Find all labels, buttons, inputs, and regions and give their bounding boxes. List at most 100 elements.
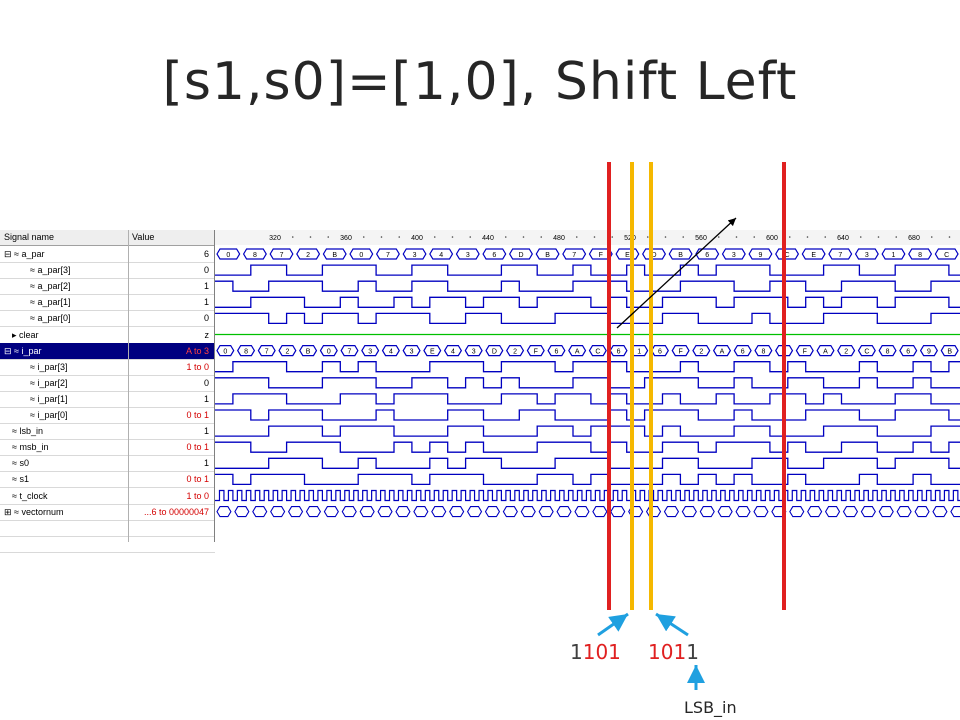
tick-dot bbox=[735, 236, 738, 238]
bus-segment bbox=[712, 345, 732, 357]
bus-value-label: 7 bbox=[280, 252, 284, 259]
signal-row-a_par3[interactable]: ≈ a_par[3] 0 bbox=[0, 262, 215, 280]
bit-waveform bbox=[215, 361, 960, 373]
time-tick-label: 440 bbox=[482, 235, 494, 242]
bus-segment bbox=[278, 345, 297, 357]
signal-row-msb_in[interactable]: ≈ msb_in 0 to 1 bbox=[0, 439, 215, 457]
bus-segment bbox=[899, 345, 918, 357]
waveform-area[interactable]: 3203604004404805205606006406800872B07343… bbox=[215, 230, 960, 542]
bus-value-label: 6 bbox=[555, 349, 559, 356]
bus-value-label: D bbox=[651, 252, 656, 259]
column-divider[interactable] bbox=[128, 230, 129, 542]
bus-value-label: 1 bbox=[637, 349, 641, 356]
signal-value: 0 bbox=[203, 377, 209, 388]
bus-segment bbox=[795, 345, 814, 357]
signal-row-a_par0[interactable]: ≈ a_par[0] 0 bbox=[0, 310, 215, 328]
bus-value-label: 6 bbox=[906, 349, 910, 356]
bus-segment bbox=[455, 248, 480, 260]
bus-segment bbox=[413, 506, 429, 518]
bus-value-label: 3 bbox=[466, 252, 470, 259]
bus-segment bbox=[699, 506, 715, 518]
bus-value-label: 4 bbox=[451, 349, 455, 356]
bus-value-label: 3 bbox=[368, 349, 372, 356]
bus-segment bbox=[508, 248, 533, 260]
tick-dot bbox=[309, 236, 312, 238]
signal-row-i_par0[interactable]: ≈ i_par[0] 0 to 1 bbox=[0, 407, 215, 424]
signal-row-i_par1[interactable]: ≈ i_par[1] 1 bbox=[0, 391, 215, 408]
tick-dot bbox=[540, 236, 543, 238]
pane-divider[interactable] bbox=[214, 230, 215, 542]
bus-value-label: 0 bbox=[226, 252, 230, 259]
time-tick-label: 360 bbox=[340, 235, 352, 242]
signal-name: ≈ s0 bbox=[12, 458, 29, 469]
tick-dot bbox=[611, 236, 614, 238]
bus-value-label: C bbox=[864, 349, 869, 356]
bus-segment bbox=[881, 248, 906, 260]
bus-segment bbox=[449, 506, 465, 518]
bus-value-label: A bbox=[575, 349, 580, 356]
signal-value: 1 to 0 bbox=[186, 361, 209, 372]
bus-value-label: 9 bbox=[758, 252, 762, 259]
signal-row-t_clock[interactable]: ≈ t_clock 1 to 0 bbox=[0, 488, 215, 505]
signal-row-i_par[interactable]: ⊟ ≈ i_par A to 3 bbox=[0, 342, 215, 360]
signal-value: 1 to 0 bbox=[186, 490, 209, 501]
signal-row-s1[interactable]: ≈ s1 0 to 1 bbox=[0, 471, 215, 489]
bus-value-label: C bbox=[785, 252, 790, 259]
tick-dot bbox=[362, 236, 365, 238]
signal-value: 0 to 1 bbox=[186, 410, 209, 420]
bus-segment bbox=[252, 506, 268, 518]
bus-value-label: 0 bbox=[223, 349, 227, 356]
clock-waveform bbox=[215, 489, 960, 502]
signal-name: ⊟ ≈ a_par bbox=[4, 249, 45, 259]
time-tick-label: 680 bbox=[908, 235, 920, 242]
bus-segment bbox=[485, 345, 504, 357]
bus-segment bbox=[681, 506, 697, 518]
signal-value: 1 bbox=[203, 393, 209, 404]
signal-row-s0[interactable]: ≈ s0 1 bbox=[0, 455, 215, 473]
bus-segment bbox=[502, 506, 518, 518]
bus-value-label: F bbox=[678, 349, 682, 356]
signal-name-text: i_par[3] bbox=[37, 361, 68, 372]
bus-segment bbox=[748, 248, 773, 260]
signal-value: 0 bbox=[203, 313, 209, 324]
bus-segment bbox=[299, 345, 318, 357]
signal-value: 6 bbox=[203, 249, 209, 259]
bus-segment bbox=[919, 345, 939, 357]
signal-row-a_par2[interactable]: ≈ a_par[2] 1 bbox=[0, 278, 215, 296]
shift-direction-arrow bbox=[616, 217, 737, 329]
bit-waveform bbox=[215, 280, 960, 292]
signal-row-i_par2[interactable]: ≈ i_par[2] 0 bbox=[0, 375, 215, 392]
bus-value-label: D bbox=[492, 349, 497, 356]
bus-value-label: 6 bbox=[492, 252, 496, 259]
bus-value-label: F bbox=[803, 349, 807, 356]
time-ruler bbox=[215, 230, 960, 245]
tick-dot bbox=[753, 236, 756, 238]
bus-value-label: 0 bbox=[327, 349, 331, 356]
bus-segment bbox=[395, 506, 411, 518]
signal-name: ⊞ ≈ vectornum bbox=[4, 506, 64, 517]
signal-value: 1 bbox=[203, 426, 209, 437]
bus-segment bbox=[717, 506, 733, 518]
bus-segment bbox=[801, 248, 826, 260]
bus-value-label: E bbox=[811, 252, 816, 259]
signal-list-header: Signal name Value bbox=[0, 230, 215, 246]
signal-row-a_par[interactable]: ⊟ ≈ a_par 6 bbox=[0, 246, 215, 263]
bus-segment bbox=[642, 248, 667, 260]
bus-segment bbox=[269, 248, 294, 260]
signal-name: ≈ i_par[3] bbox=[30, 361, 68, 372]
signal-row-lsb_in[interactable]: ≈ lsb_in 1 bbox=[0, 423, 215, 441]
bus-value-label: E bbox=[625, 252, 630, 259]
bus-segment bbox=[878, 506, 894, 518]
tick-dot bbox=[948, 236, 951, 238]
signal-row-a_par1[interactable]: ≈ a_par[1] 1 bbox=[0, 294, 215, 312]
bus-segment bbox=[574, 506, 590, 518]
signal-row-vectornum[interactable]: ⊞ ≈ vectornum ...6 to 00000047 bbox=[0, 504, 215, 521]
bus-segment bbox=[234, 506, 250, 518]
bus-segment bbox=[568, 345, 587, 357]
tick-dot bbox=[433, 236, 436, 238]
bus-segment bbox=[375, 248, 400, 260]
blue-arrow-right bbox=[655, 612, 689, 637]
signal-row-i_par3[interactable]: ≈ i_par[3] 1 to 0 bbox=[0, 359, 215, 376]
bus-segment bbox=[753, 506, 769, 518]
bus-segment bbox=[562, 248, 587, 260]
